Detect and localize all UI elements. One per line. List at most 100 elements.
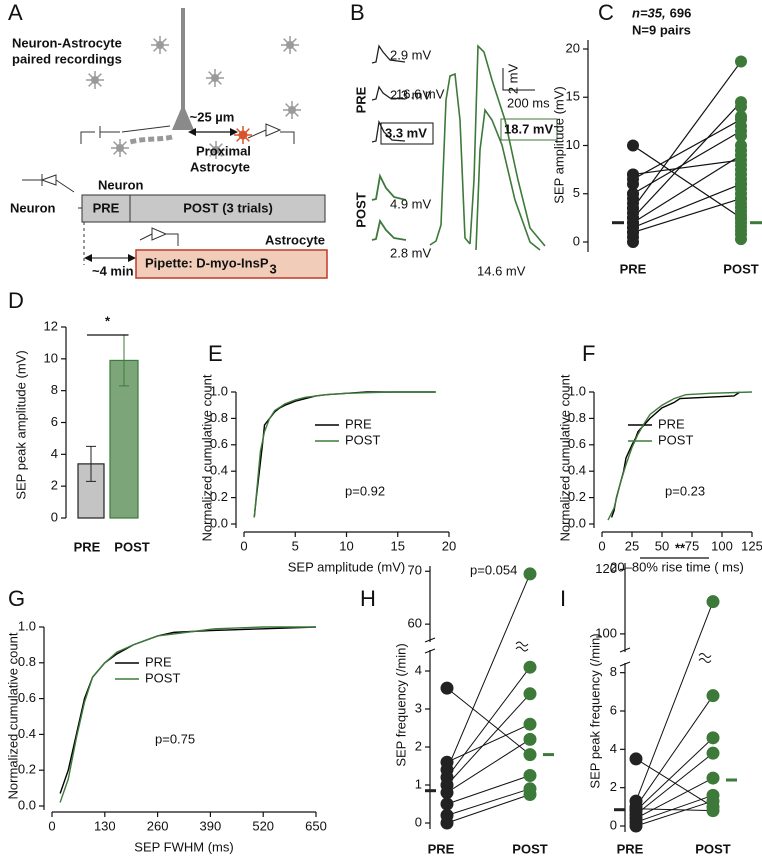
x-tick-label: 5 xyxy=(292,538,299,553)
pair-line xyxy=(635,808,714,812)
x-tick-label: 0 xyxy=(598,538,605,553)
y-tick-label: 3 xyxy=(415,700,422,715)
y-tick-label: 1.0 xyxy=(210,383,228,398)
pair-line xyxy=(632,183,742,229)
legend-label: POST xyxy=(658,432,693,447)
pair-point xyxy=(735,149,747,162)
x-tick-label: 25 xyxy=(625,538,639,553)
proximal-astrocyte xyxy=(238,130,248,140)
x-tick-label: 520 xyxy=(252,818,274,833)
pair-line xyxy=(446,775,531,805)
legend-label: POST xyxy=(145,670,180,685)
y-tick-label: 100 xyxy=(595,625,617,640)
panel-label: E xyxy=(208,341,223,366)
axis-break xyxy=(424,637,436,654)
post-box xyxy=(129,194,326,223)
y-tick-label: 2 xyxy=(415,738,422,753)
arrow-head xyxy=(188,128,196,136)
y-tick-label: 4 xyxy=(610,741,617,756)
category-label: PRE xyxy=(74,539,101,554)
y-tick-label: 0.0 xyxy=(210,515,228,530)
y-axis-label: SEP peak frequency (/min) xyxy=(587,633,602,788)
post-trace xyxy=(371,173,407,201)
pair-point xyxy=(523,717,537,731)
label-box xyxy=(500,118,558,141)
y-tick-label: 5 xyxy=(573,185,580,200)
scale-bar xyxy=(502,68,535,91)
pair-line xyxy=(446,738,531,794)
line-break xyxy=(698,653,712,663)
y-tick-label: 60 xyxy=(408,616,422,631)
arrow-head xyxy=(84,254,92,262)
post-trace xyxy=(371,218,407,241)
pair-line xyxy=(635,758,714,808)
y-tick-label: 0.4 xyxy=(18,726,36,741)
y-axis-label: SEP peak amplitude (mV) xyxy=(13,350,28,499)
y-tick-label: 0.2 xyxy=(18,762,36,777)
p-value: p=0.92 xyxy=(345,483,385,498)
pair-point xyxy=(706,771,720,785)
scale-label: 2 mV xyxy=(505,64,520,95)
pair-line xyxy=(632,198,742,233)
x-tick-label: 50 xyxy=(655,538,669,553)
x-tick-label: 125 xyxy=(741,538,762,553)
line-break xyxy=(515,641,529,652)
astrocyte-icon xyxy=(91,76,99,84)
pre-trace xyxy=(371,44,406,64)
y-tick-label: 6 xyxy=(610,702,617,717)
pair-line xyxy=(446,794,531,824)
pair-line xyxy=(632,159,742,176)
amp-label: 2.3 mV xyxy=(390,87,432,102)
pair-point xyxy=(735,211,747,224)
y-tick-label: 0.6 xyxy=(568,436,586,451)
x-tick-label: 390 xyxy=(200,818,222,833)
pair-line xyxy=(635,777,714,819)
significance: ** xyxy=(675,540,686,555)
x-tick-label: 0 xyxy=(48,818,55,833)
neuron-soma xyxy=(172,104,194,130)
cdf-line xyxy=(607,391,753,521)
x-axis-label: SEP FWHM (ms) xyxy=(134,839,233,854)
pair-point xyxy=(440,786,454,800)
panel-label: D xyxy=(8,288,24,313)
y-tick-label: 0.8 xyxy=(568,410,586,425)
y-tick-label: 1.0 xyxy=(18,618,36,633)
astrocyte-icon xyxy=(286,41,294,49)
y-axis-label: Normalized cumulative count xyxy=(5,632,20,799)
annotation: N=9 pairs xyxy=(632,22,691,37)
x-axis-label: SEP amplitude (mV) xyxy=(288,559,406,574)
pair-point xyxy=(629,819,643,833)
astrocyte-icon xyxy=(288,106,296,114)
arrow-head xyxy=(128,254,136,262)
neuron-label: Neuron xyxy=(98,177,144,192)
y-axis-label: Normalized cumulative count xyxy=(557,374,572,541)
neuron-row-electrode xyxy=(22,174,75,193)
panel-label: C xyxy=(598,0,614,25)
y-tick-label: 4 xyxy=(415,662,422,677)
x-tick-label: 75 xyxy=(685,538,699,553)
amp-label: 2.9 mV xyxy=(390,47,432,62)
pair-point xyxy=(440,797,454,811)
label-box xyxy=(380,122,434,145)
y-tick-label: 0 xyxy=(573,233,580,248)
pair-line xyxy=(632,118,742,180)
x-tick-label: 0 xyxy=(240,538,247,553)
y-tick-label: 15 xyxy=(566,89,580,104)
pair-point xyxy=(706,731,720,745)
pair-point xyxy=(735,55,747,68)
category-label: PRE xyxy=(428,841,455,856)
astrocyte-icon xyxy=(156,41,164,49)
y-tick-label: 120 xyxy=(595,561,617,576)
legend-label: PRE xyxy=(345,416,372,431)
pair-point xyxy=(735,192,747,205)
category-label: PRE xyxy=(617,841,644,856)
neuron-electrode xyxy=(80,126,120,144)
pair-line xyxy=(635,794,714,823)
break-gap xyxy=(516,641,528,651)
panel-label: I xyxy=(560,586,566,611)
pair-line xyxy=(635,601,714,802)
pair-point xyxy=(627,187,639,200)
y-tick-label: 1 xyxy=(415,776,422,791)
y-tick-label: 20 xyxy=(566,40,580,55)
